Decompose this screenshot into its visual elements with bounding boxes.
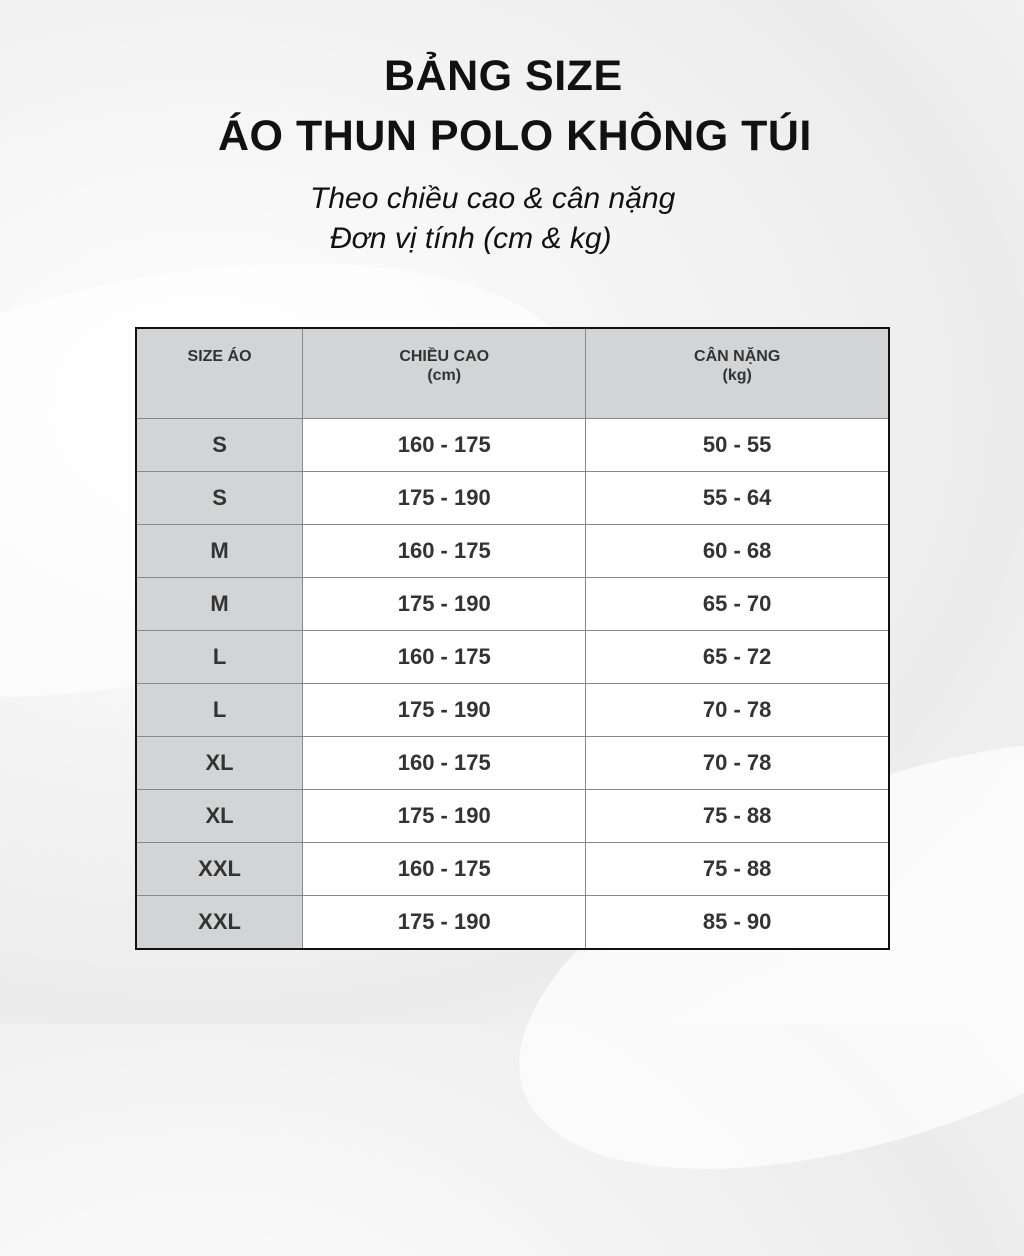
table-row: M 175 - 190 65 - 70 [135, 577, 890, 631]
height-cell: 175 - 190 [302, 577, 587, 631]
header-label: CÂN NẶNG [694, 348, 781, 365]
height-cell: 175 - 190 [302, 789, 587, 843]
table-row: XXL 160 - 175 75 - 88 [135, 842, 890, 896]
weight-cell: 70 - 78 [585, 683, 890, 737]
height-cell: 160 - 175 [302, 418, 587, 472]
height-cell: 160 - 175 [302, 524, 587, 578]
table-row: XL 175 - 190 75 - 88 [135, 789, 890, 843]
table-header-row: SIZE ÁO CHIỀU CAO (cm) CÂN NẶNG (kg) [135, 327, 890, 419]
header-label: CHIỀU CAO [399, 348, 490, 365]
weight-cell: 65 - 70 [585, 577, 890, 631]
table-row: S 160 - 175 50 - 55 [135, 418, 890, 472]
title-line-2: ÁO THUN POLO KHÔNG TÚI [218, 112, 812, 160]
weight-cell: 60 - 68 [585, 524, 890, 578]
size-cell: M [135, 577, 304, 631]
weight-cell: 85 - 90 [585, 895, 890, 950]
size-cell: XL [135, 736, 304, 790]
title-line-1: BẢNG SIZE [384, 52, 623, 100]
header-unit: (kg) [722, 367, 752, 384]
size-cell: L [135, 630, 304, 684]
header-label: SIZE ÁO [187, 348, 252, 365]
height-cell: 175 - 190 [302, 683, 587, 737]
height-cell: 160 - 175 [302, 630, 587, 684]
height-cell: 175 - 190 [302, 471, 587, 525]
height-cell: 160 - 175 [302, 842, 587, 896]
table-row: L 175 - 190 70 - 78 [135, 683, 890, 737]
header-size: SIZE ÁO [135, 327, 304, 419]
size-cell: XXL [135, 842, 304, 896]
table-row: XL 160 - 175 70 - 78 [135, 736, 890, 790]
weight-cell: 50 - 55 [585, 418, 890, 472]
weight-cell: 65 - 72 [585, 630, 890, 684]
table-row: M 160 - 175 60 - 68 [135, 524, 890, 578]
size-cell: XXL [135, 895, 304, 950]
weight-cell: 55 - 64 [585, 471, 890, 525]
header-unit: (cm) [427, 367, 462, 384]
table-row: XXL 175 - 190 85 - 90 [135, 895, 890, 950]
size-table: SIZE ÁO CHIỀU CAO (cm) CÂN NẶNG (kg) S 160 … [135, 327, 890, 950]
header-height: CHIỀU CAO (cm) [302, 327, 587, 419]
subtitle-line-1: Theo chiều cao & cân nặng [310, 182, 676, 215]
height-cell: 175 - 190 [302, 895, 587, 950]
subtitle-line-2: Đơn vị tính (cm & kg) [330, 222, 612, 255]
weight-cell: 75 - 88 [585, 789, 890, 843]
height-cell: 160 - 175 [302, 736, 587, 790]
table-row: S 175 - 190 55 - 64 [135, 471, 890, 525]
size-cell: XL [135, 789, 304, 843]
size-cell: S [135, 418, 304, 472]
size-cell: M [135, 524, 304, 578]
table-row: L 160 - 175 65 - 72 [135, 630, 890, 684]
weight-cell: 70 - 78 [585, 736, 890, 790]
header-weight: CÂN NẶNG (kg) [585, 327, 890, 419]
weight-cell: 75 - 88 [585, 842, 890, 896]
size-cell: L [135, 683, 304, 737]
size-cell: S [135, 471, 304, 525]
